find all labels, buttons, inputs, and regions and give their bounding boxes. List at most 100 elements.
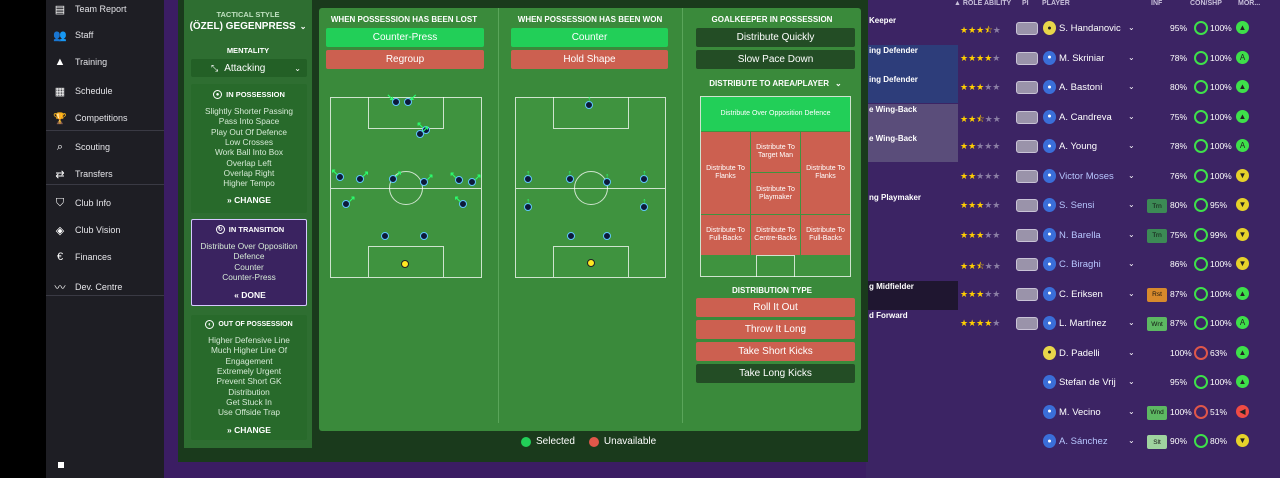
player-instructions-icon[interactable] (1016, 110, 1038, 124)
chevron-down-icon[interactable]: ⌄ (1128, 170, 1135, 180)
counter-press-button[interactable]: Counter-Press (326, 28, 484, 47)
player-instructions-icon[interactable] (1016, 287, 1038, 301)
sidebar-item-schedule[interactable]: ▦ Schedule (46, 78, 164, 104)
player-instructions-icon[interactable] (1016, 81, 1038, 94)
table-row[interactable]: ing Defender ★★★★★ ● M. Skriniar ⌄ 78% 100% A (866, 44, 1280, 74)
table-row[interactable]: ★★★★★ ● Victor Moses ⌄ 76% 100% ▼ (866, 162, 1280, 192)
player-name[interactable]: L. Martínez (1059, 318, 1107, 329)
player-instructions-icon[interactable] (1016, 199, 1038, 212)
player-name[interactable]: S. Sensi (1059, 200, 1095, 211)
chevron-down-icon[interactable]: ⌄ (1128, 259, 1135, 268)
player-name[interactable]: Victor Moses (1059, 170, 1114, 182)
slow-pace-down-button[interactable]: Slow Pace Down (696, 50, 855, 69)
roll-it-out-button[interactable]: Roll It Out (696, 298, 855, 317)
player-instructions-icon[interactable] (1016, 317, 1038, 330)
chevron-down-icon[interactable]: ⌄ (1128, 141, 1135, 150)
header-player[interactable]: PLAYER (1042, 0, 1070, 7)
chevron-down-icon[interactable]: ⌄ (1128, 82, 1135, 91)
in-transition-box[interactable]: ↻ IN TRANSITION Distribute Over Oppositi… (191, 219, 307, 306)
sidebar-item-training[interactable]: ▲ Training (46, 49, 164, 75)
distribute-quickly-button[interactable]: Distribute Quickly (696, 28, 855, 47)
take-short-kicks-button[interactable]: Take Short Kicks (696, 342, 855, 361)
chevron-down-icon[interactable]: ⌄ (1128, 377, 1135, 386)
player-name[interactable]: A. Candreva (1059, 111, 1112, 123)
chevron-down-icon[interactable]: ⌄ (1128, 436, 1135, 445)
sidebar-item-transfers[interactable]: ⇄ Transfers (46, 161, 164, 187)
player-name[interactable]: M. Vecino (1059, 406, 1101, 418)
table-row[interactable]: ● A. Sánchez ⌄ Slt 90% 80% ▼ (866, 428, 1280, 457)
header-con-shp[interactable]: CON/SHP (1190, 0, 1222, 7)
player-name[interactable]: C. Eriksen (1059, 288, 1103, 300)
player-name[interactable]: A. Sánchez (1059, 436, 1108, 447)
zone-over-defence[interactable]: Distribute Over Opposition Defence (701, 97, 850, 131)
throw-it-long-button[interactable]: Throw It Long (696, 320, 855, 339)
player-instructions-icon[interactable] (1016, 51, 1038, 65)
table-row[interactable]: ★★⯪★★ ● C. Biraghi ⌄ 86% 100% ▼ (866, 251, 1280, 280)
chevron-down-icon[interactable]: ⌄ (1128, 229, 1135, 239)
in-possession-box[interactable]: ● IN POSSESSION Slightly Shorter Passing… (191, 84, 307, 213)
done-button[interactable]: « DONE (234, 290, 266, 300)
zone-flanks-right[interactable]: Distribute To Flanks (801, 132, 850, 214)
table-row[interactable]: g Midfielder ★★★★★ ● C. Eriksen ⌄ Rst 87% 100% ▲ (866, 280, 1280, 310)
zone-full-backs-left[interactable]: Distribute To Full-Backs (701, 215, 750, 255)
player-name[interactable]: C. Biraghi (1059, 259, 1101, 270)
player-instructions-icon[interactable] (1016, 228, 1038, 242)
zone-playmaker[interactable]: Distribute To Playmaker (751, 173, 800, 214)
sidebar-item-club-vision[interactable]: ◈ Club Vision (46, 217, 164, 243)
table-row[interactable]: ing Defender ★★★★★ ● A. Bastoni ⌄ 80% 100% ▲ (866, 74, 1280, 103)
chevron-down-icon[interactable]: ⌄ (1128, 288, 1135, 298)
sidebar-item-staff[interactable]: 👥 Staff (46, 22, 164, 48)
regroup-button[interactable]: Regroup (326, 50, 484, 69)
sidebar-item-club-info[interactable]: ⛉ Club Info (46, 190, 164, 216)
table-row[interactable]: e Wing-Back ★★★★★ ● A. Young ⌄ 78% 100% A (866, 133, 1280, 162)
distribute-area-select[interactable]: DISTRIBUTE TO AREA/PLAYER ⌄ (696, 79, 855, 88)
table-row[interactable]: ● D. Padelli ⌄ 100% 63% ▲ (866, 340, 1280, 369)
chevron-down-icon[interactable]: ⌄ (1128, 52, 1135, 62)
player-name[interactable]: S. Handanovic (1059, 23, 1121, 34)
player-name[interactable]: D. Padelli (1059, 347, 1100, 359)
header-mor[interactable]: MOR... (1238, 0, 1261, 7)
table-row[interactable]: ★★★★★ ● N. Barella ⌄ Trn 75% 99% ▼ (866, 221, 1280, 251)
zone-target-man[interactable]: Distribute To Target Man (751, 132, 800, 172)
sidebar-item-competitions[interactable]: 🏆 Competitions (46, 105, 164, 131)
table-row[interactable]: ● M. Vecino ⌄ Wnd 100% 51% ◀ (866, 399, 1280, 428)
zone-full-backs-right[interactable]: Distribute To Full-Backs (801, 215, 850, 255)
counter-button[interactable]: Counter (511, 28, 668, 47)
table-row[interactable]: e Wing-Back ★★⯪★★ ● A. Candreva ⌄ 75% 100% ▲ (866, 103, 1280, 133)
mentality-select[interactable]: ⤡ Attacking ⌄ (191, 59, 307, 77)
chevron-down-icon[interactable]: ⌄ (1128, 347, 1135, 357)
player-name[interactable]: M. Skriniar (1059, 52, 1105, 64)
player-name[interactable]: A. Young (1059, 141, 1098, 152)
table-row[interactable]: ● Stefan de Vrij ⌄ 95% 100% ▲ (866, 369, 1280, 398)
player-name[interactable]: A. Bastoni (1059, 82, 1103, 93)
table-row[interactable]: ng Playmaker ★★★★★ ● S. Sensi ⌄ Trn 80% 95% ▼ (866, 192, 1280, 221)
sidebar-item-scouting[interactable]: ⌕ Scouting (46, 134, 164, 160)
tactical-style-select[interactable]: (ÖZEL) GEGENPRESS ⌄ (188, 21, 308, 32)
player-name[interactable]: Stefan de Vrij (1059, 377, 1116, 388)
chevron-down-icon[interactable]: ⌄ (1128, 406, 1135, 416)
change-out-of-possession-button[interactable]: » CHANGE (227, 425, 271, 435)
player-instructions-icon[interactable] (1016, 258, 1038, 271)
zone-flanks-left[interactable]: Distribute To Flanks (701, 132, 750, 214)
out-of-possession-box[interactable]: ◐ OUT OF POSSESSION Higher Defensive Lin… (191, 315, 307, 440)
player-instructions-icon[interactable] (1016, 22, 1038, 35)
chevron-down-icon[interactable]: ⌄ (1128, 200, 1135, 209)
sidebar-item-finances[interactable]: € Finances (46, 244, 164, 270)
player-instructions-icon[interactable] (1016, 169, 1038, 183)
table-row[interactable]: d Forward ★★★★★ ● L. Martínez ⌄ Wnt 87% 100% A (866, 310, 1280, 339)
sidebar-item-dev-centre[interactable]: 〰 Dev. Centre (46, 274, 164, 300)
sidebar-item-team-report[interactable]: ▤ Team Report (46, 0, 164, 22)
chevron-down-icon[interactable]: ⌄ (1128, 23, 1135, 32)
header-role-ability[interactable]: ▲ ROLE ABILITY (954, 0, 1012, 7)
chevron-down-icon[interactable]: ⌄ (1128, 111, 1135, 121)
take-long-kicks-button[interactable]: Take Long Kicks (696, 364, 855, 383)
chevron-down-icon[interactable]: ⌄ (1128, 318, 1135, 327)
change-in-possession-button[interactable]: » CHANGE (227, 195, 271, 205)
zone-centre-backs[interactable]: Distribute To Centre-Backs (751, 215, 800, 255)
hold-shape-button[interactable]: Hold Shape (511, 50, 668, 69)
header-inf[interactable]: INF (1151, 0, 1163, 7)
player-name[interactable]: N. Barella (1059, 229, 1101, 241)
header-pi[interactable]: PI (1022, 0, 1029, 7)
player-instructions-icon[interactable] (1016, 140, 1038, 153)
table-row[interactable]: Keeper ★★★⯪★ ● S. Handanovic ⌄ 95% 100% ▲ (866, 15, 1280, 44)
